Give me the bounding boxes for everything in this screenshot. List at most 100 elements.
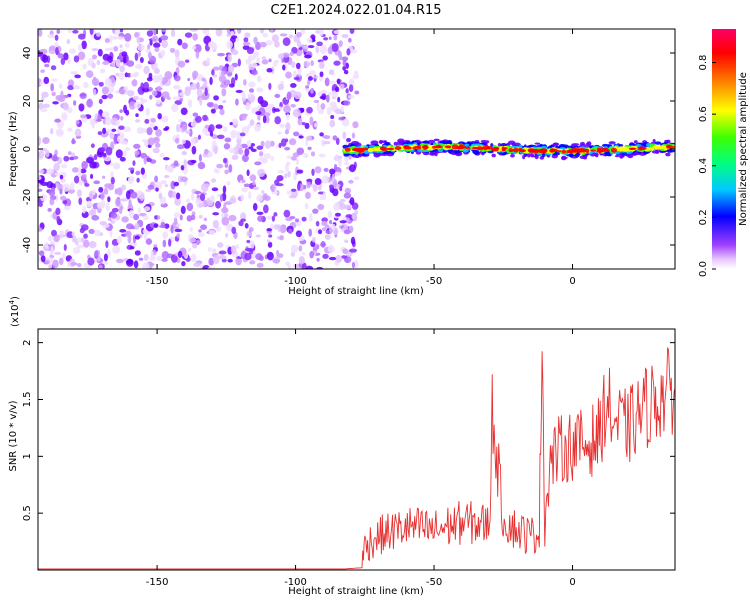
spectrogram-cell	[234, 73, 238, 81]
spectrogram-cell	[143, 253, 149, 261]
spectrogram-cell	[50, 246, 54, 255]
spectrogram-cell	[321, 175, 329, 184]
spectrogram-cell	[154, 47, 160, 52]
spectrogram-cell	[290, 188, 297, 192]
spectrogram-cell	[78, 197, 83, 205]
spectrogram-cell	[231, 118, 239, 126]
spectrogram-cell	[340, 198, 346, 203]
spectrogram-cell	[185, 130, 191, 135]
spectrogram-cell	[134, 250, 141, 256]
spectrogram-cell	[308, 228, 312, 237]
spectrogram-cell	[181, 123, 188, 132]
spectrogram-cell	[224, 213, 229, 218]
spectrogram-cell	[256, 56, 261, 65]
spectrogram-cell	[241, 91, 246, 100]
spectrogram-cell	[223, 157, 227, 164]
spectrogram-cell	[229, 122, 233, 126]
spectrogram-cell	[91, 62, 96, 69]
spectrogram-cell	[125, 146, 131, 151]
spectrogram-cell	[326, 106, 333, 113]
spectrogram-cell	[349, 29, 355, 34]
spectrogram-cell	[319, 132, 324, 137]
spectrogram-cell	[194, 190, 202, 195]
spectrogram-cell	[118, 207, 123, 215]
spectrogram-cell	[249, 260, 256, 265]
spectrogram-cell	[298, 245, 303, 252]
spectrogram-cell	[204, 183, 211, 187]
spectrogram-cell	[161, 258, 168, 262]
spectrogram-cell	[211, 187, 219, 192]
spectrogram-cell	[226, 40, 233, 49]
spectrogram-cell	[331, 42, 339, 52]
spectrogram-cell	[239, 132, 246, 137]
spectrogram-cell	[341, 118, 350, 127]
spectrogram-cell	[203, 217, 208, 222]
spectrogram-cell	[349, 197, 355, 206]
spectrogram-cell	[81, 160, 88, 170]
spectrogram-cell	[116, 135, 125, 144]
spectrogram-cell	[102, 60, 110, 66]
snr-xtick-label: -50	[426, 577, 442, 588]
spectrogram-cell	[567, 149, 575, 154]
spectrogram-cell	[38, 250, 45, 257]
spectrogram-cell	[212, 254, 220, 264]
spectrogram-cell	[47, 235, 54, 242]
spectrogram-cell	[344, 239, 349, 243]
spectrogram-cell	[304, 202, 309, 210]
spectrogram-cell	[144, 118, 150, 124]
spectrogram-cell	[39, 108, 48, 113]
spectrogram-cell	[306, 106, 313, 114]
spectrogram-cell	[301, 121, 306, 126]
spectrogram-cell	[124, 230, 132, 238]
spectrogram-cell	[264, 112, 271, 117]
spectrogram-cell	[287, 170, 291, 178]
spectrogram-cell	[322, 227, 326, 232]
spectrogram-cell	[113, 46, 119, 52]
spectrogram-cell	[269, 29, 274, 32]
spectrogram-cell	[248, 226, 254, 233]
snr-ytick-label: 2	[22, 339, 33, 345]
spectrogram-cell	[213, 103, 219, 110]
spectrogram-cell	[58, 83, 63, 89]
spectrogram-cell	[265, 39, 273, 46]
spectrogram-cell	[91, 189, 96, 196]
spectrogram-cell	[44, 260, 50, 264]
spectrogram-cell	[100, 68, 106, 74]
spectrogram-cell	[201, 127, 209, 134]
spectrogram-cell	[212, 212, 220, 216]
snr-multiplier: (x104)	[8, 296, 21, 327]
spectrogram-cell	[267, 241, 273, 248]
spectrogram-cell	[207, 266, 216, 269]
spectrogram-cell	[330, 114, 335, 120]
spectrogram-cell	[197, 161, 206, 170]
spectrogram-cell	[279, 33, 288, 37]
spectrogram-ytick-label: 0	[22, 146, 33, 152]
spectrogram-cell	[303, 153, 309, 159]
spectrogram-cell	[211, 178, 217, 183]
spectrogram-cell	[289, 51, 294, 56]
spectrogram-cell	[173, 217, 178, 226]
spectrogram-cell	[295, 230, 302, 238]
snr-panel: -150 -100 -50 0 0.5 1 1.5 2 Height of straight …	[8, 296, 676, 597]
spectrogram-cell	[265, 116, 270, 124]
spectrogram-cell	[353, 70, 359, 78]
spectrogram-cell	[187, 98, 193, 108]
spectrogram-cell	[354, 90, 360, 95]
spectrogram-cell	[266, 228, 273, 232]
spectrogram-cell	[190, 193, 195, 201]
spectrogram-cell	[142, 87, 150, 93]
spectrogram-cell	[235, 98, 239, 106]
spectrogram-cell	[333, 35, 338, 41]
spectrogram-cell	[121, 216, 129, 223]
spectrogram-cell	[219, 194, 224, 202]
spectrogram-cell	[151, 35, 159, 43]
spectrogram-cell	[221, 88, 227, 97]
spectrogram-cell	[379, 146, 386, 151]
spectrogram-cell	[459, 144, 463, 149]
spectrogram-cell	[46, 181, 54, 189]
spectrogram-cell	[614, 155, 620, 158]
spectrogram-cell	[217, 52, 225, 57]
spectrogram-cell	[168, 190, 174, 198]
spectrogram-cell	[50, 65, 57, 71]
spectrogram-cell	[38, 202, 43, 207]
